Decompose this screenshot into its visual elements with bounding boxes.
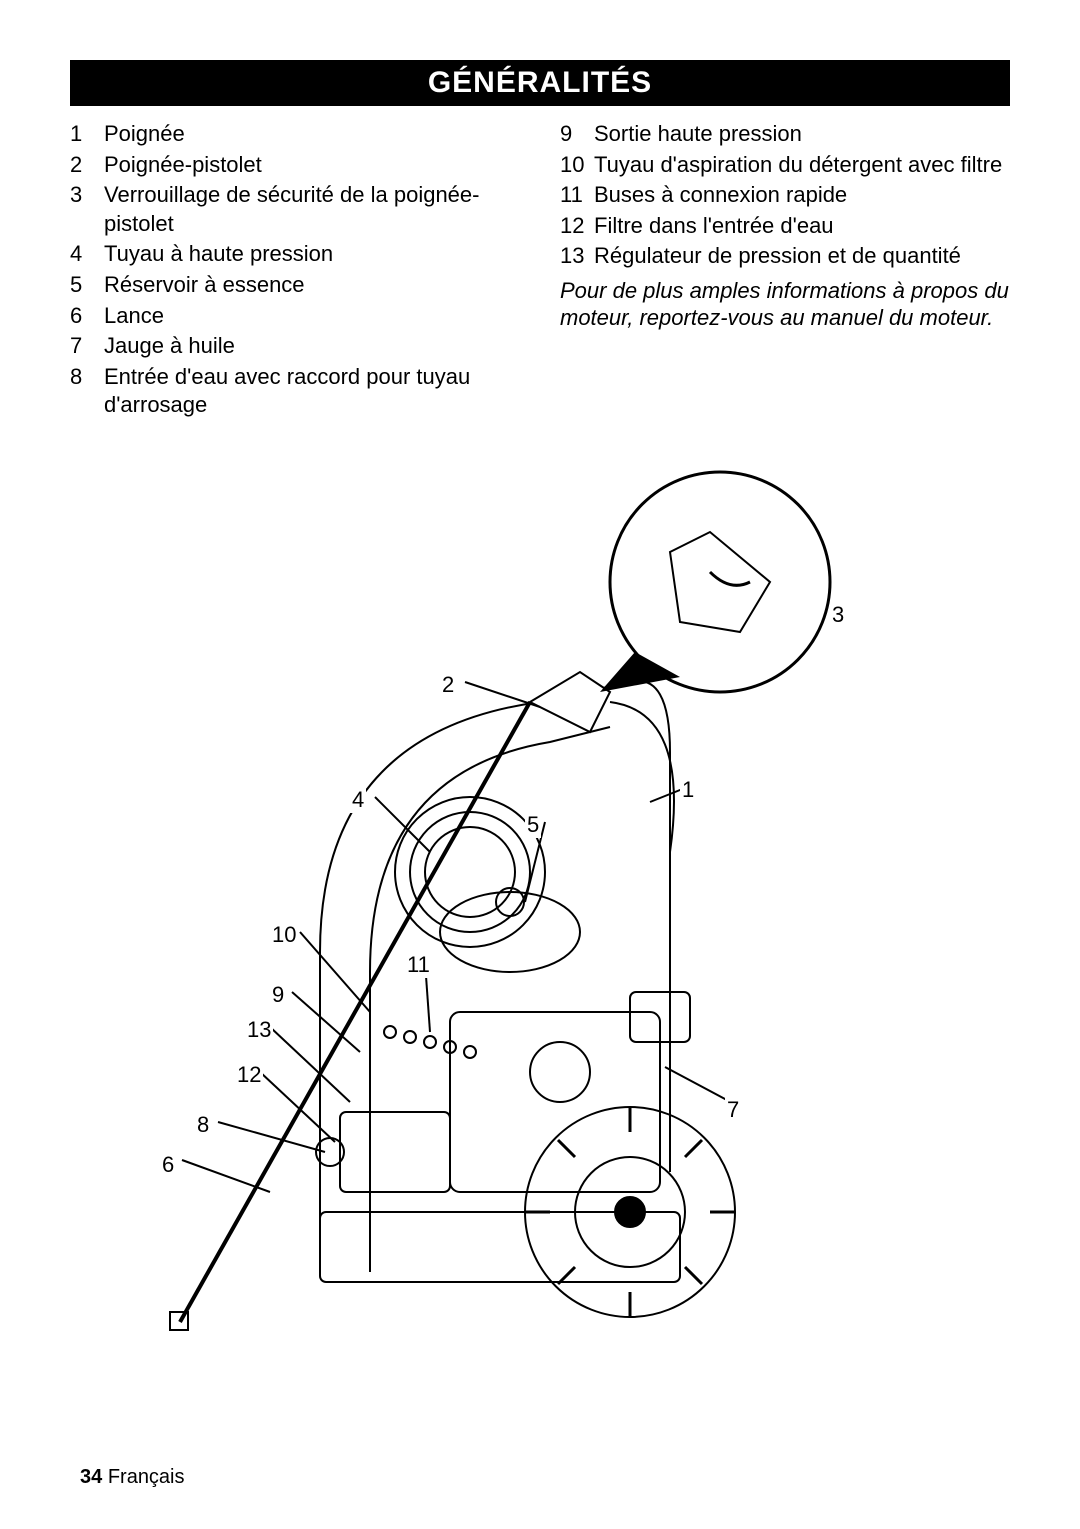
- diagram-callout: 2: [440, 672, 456, 698]
- item-number: 1: [70, 120, 104, 149]
- pressure-washer-drawing: [70, 452, 1010, 1352]
- item-label: Verrouillage de sécurité de la poignée-p…: [104, 181, 520, 238]
- diagram-callout: 12: [235, 1062, 263, 1088]
- item-number: 12: [560, 212, 594, 241]
- parts-list-item: 10Tuyau d'aspiration du détergent avec f…: [560, 151, 1010, 180]
- diagram-callout: 6: [160, 1152, 176, 1178]
- parts-list-item: 1Poignée: [70, 120, 520, 149]
- item-number: 8: [70, 363, 104, 420]
- item-number: 11: [560, 181, 594, 210]
- diagram-callout: 9: [270, 982, 286, 1008]
- parts-list-item: 2Poignée-pistolet: [70, 151, 520, 180]
- parts-list-item: 11Buses à connexion rapide: [560, 181, 1010, 210]
- item-number: 2: [70, 151, 104, 180]
- diagram-callout: 7: [725, 1097, 741, 1123]
- item-label: Filtre dans l'entrée d'eau: [594, 212, 1010, 241]
- diagram-callout: 10: [270, 922, 298, 948]
- diagram-callout: 13: [245, 1017, 273, 1043]
- diagram-callout: 1: [680, 777, 696, 803]
- parts-list-item: 12Filtre dans l'entrée d'eau: [560, 212, 1010, 241]
- parts-list-left: 1Poignée2Poignée-pistolet3Verrouillage d…: [70, 120, 520, 422]
- diagram-callout: 4: [350, 787, 366, 813]
- diagram-callout: 5: [525, 812, 541, 838]
- diagram-callout: 3: [830, 602, 846, 628]
- parts-list-item: 7Jauge à huile: [70, 332, 520, 361]
- item-label: Tuyau d'aspiration du détergent avec fil…: [594, 151, 1010, 180]
- diagram: 3 2 1 4 5 10 11 9 13 12 7 86: [70, 452, 1010, 1352]
- item-number: 9: [560, 120, 594, 149]
- item-label: Régulateur de pression et de quantité: [594, 242, 1010, 271]
- item-label: Poignée: [104, 120, 520, 149]
- item-label: Poignée-pistolet: [104, 151, 520, 180]
- item-label: Tuyau à haute pression: [104, 240, 520, 269]
- item-label: Lance: [104, 302, 520, 331]
- parts-list-item: 3Verrouillage de sécurité de la poignée-…: [70, 181, 520, 238]
- item-label: Jauge à huile: [104, 332, 520, 361]
- parts-list-item: 4Tuyau à haute pression: [70, 240, 520, 269]
- page-language: Français: [108, 1466, 185, 1488]
- item-number: 13: [560, 242, 594, 271]
- page-footer: 34 Français: [80, 1466, 185, 1489]
- parts-list: 1Poignée2Poignée-pistolet3Verrouillage d…: [70, 120, 1010, 422]
- item-label: Buses à connexion rapide: [594, 181, 1010, 210]
- parts-list-item: 6Lance: [70, 302, 520, 331]
- item-label: Sortie haute pression: [594, 120, 1010, 149]
- item-label: Entrée d'eau avec raccord pour tuyau d'a…: [104, 363, 520, 420]
- parts-list-item: 9Sortie haute pression: [560, 120, 1010, 149]
- parts-list-item: 8Entrée d'eau avec raccord pour tuyau d'…: [70, 363, 520, 420]
- section-title: GÉNÉRALITÉS: [70, 60, 1010, 106]
- item-number: 6: [70, 302, 104, 331]
- diagram-callout: 8: [195, 1112, 211, 1138]
- item-number: 4: [70, 240, 104, 269]
- page-number: 34: [80, 1466, 102, 1488]
- item-number: 10: [560, 151, 594, 180]
- item-number: 3: [70, 181, 104, 238]
- item-number: 7: [70, 332, 104, 361]
- diagram-callout: 11: [405, 952, 432, 978]
- item-number: 5: [70, 271, 104, 300]
- item-label: Réservoir à essence: [104, 271, 520, 300]
- engine-note: Pour de plus amples informations à propo…: [560, 277, 1010, 332]
- parts-list-right: 9Sortie haute pression10Tuyau d'aspirati…: [560, 120, 1010, 422]
- parts-list-item: 13Régulateur de pression et de quantité: [560, 242, 1010, 271]
- parts-list-item: 5Réservoir à essence: [70, 271, 520, 300]
